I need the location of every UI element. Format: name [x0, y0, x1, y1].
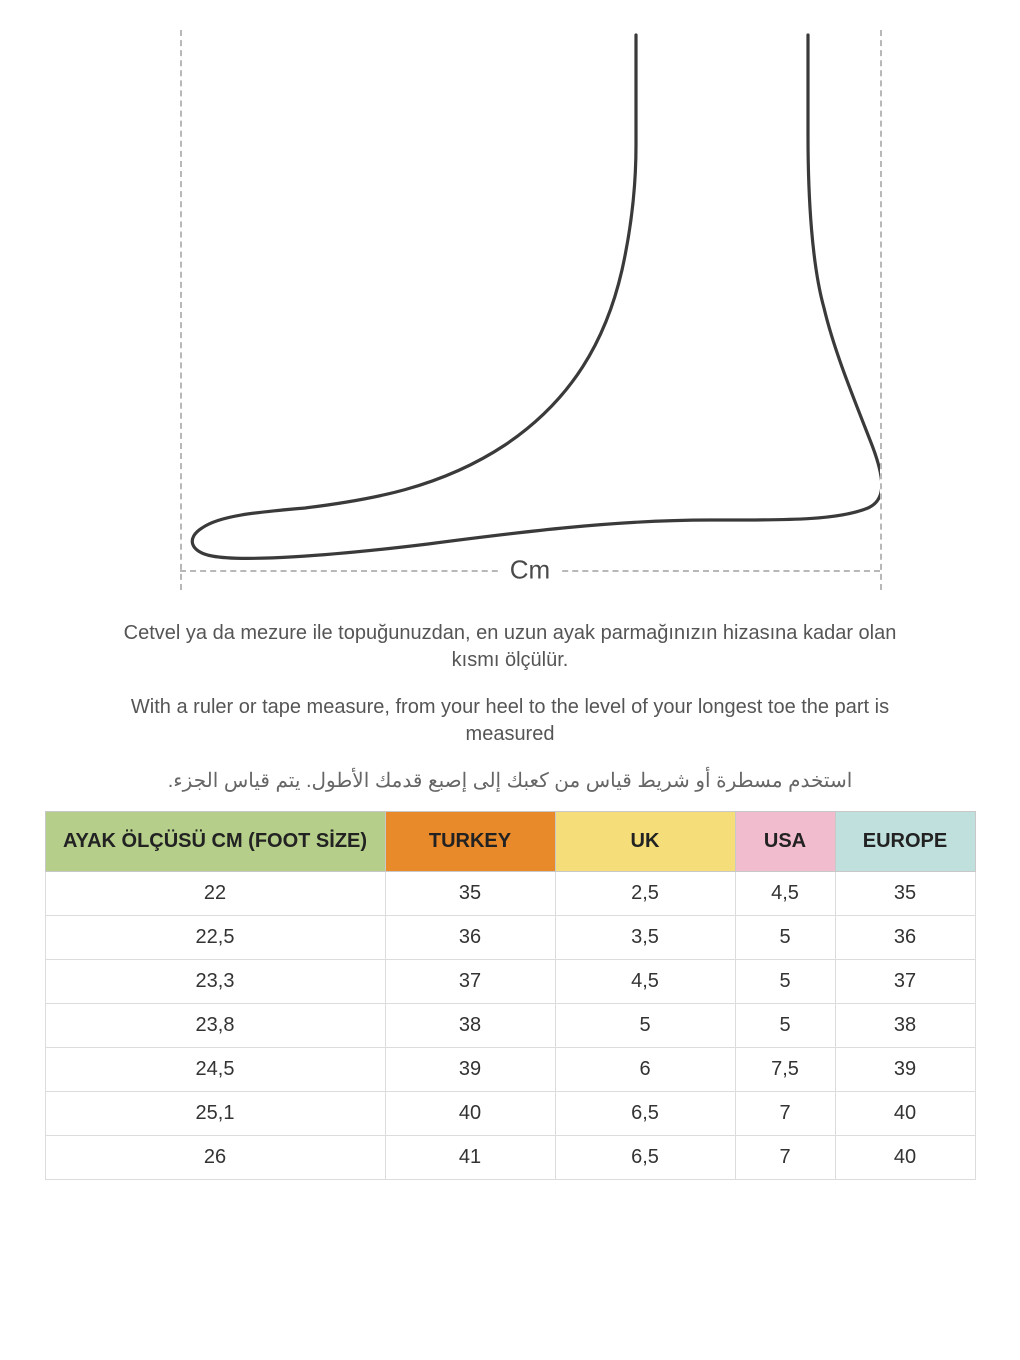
size-chart-table: AYAK ÖLÇÜSÜ CM (FOOT SİZE) TURKEY UK USA…: [45, 811, 976, 1180]
cell-foot: 23,3: [45, 960, 385, 1004]
col-header-turkey: TURKEY: [385, 812, 555, 872]
cell-turkey: 37: [385, 960, 555, 1004]
cell-foot: 22: [45, 872, 385, 916]
col-header-usa: USA: [735, 812, 835, 872]
foot-diagram-region: Cm: [100, 30, 920, 590]
cm-label: Cm: [500, 555, 560, 586]
cell-uk: 2,5: [555, 872, 735, 916]
col-header-europe: EUROPE: [835, 812, 975, 872]
cell-turkey: 36: [385, 916, 555, 960]
cell-europe: 37: [835, 960, 975, 1004]
cell-foot: 25,1: [45, 1092, 385, 1136]
cell-usa: 5: [735, 916, 835, 960]
cell-foot: 23,8: [45, 1004, 385, 1048]
table-row: 24,53967,539: [45, 1048, 975, 1092]
col-header-uk: UK: [555, 812, 735, 872]
table-row: 23,8385538: [45, 1004, 975, 1048]
instruction-turkish: Cetvel ya da mezure ile topuğunuzdan, en…: [120, 620, 900, 674]
table-row: 22,5363,5536: [45, 916, 975, 960]
cell-europe: 38: [835, 1004, 975, 1048]
cell-uk: 3,5: [555, 916, 735, 960]
cell-foot: 24,5: [45, 1048, 385, 1092]
cell-turkey: 38: [385, 1004, 555, 1048]
cell-uk: 4,5: [555, 960, 735, 1004]
cell-usa: 4,5: [735, 872, 835, 916]
cell-uk: 6: [555, 1048, 735, 1092]
cell-turkey: 39: [385, 1048, 555, 1092]
cell-usa: 5: [735, 960, 835, 1004]
table-header: AYAK ÖLÇÜSÜ CM (FOOT SİZE) TURKEY UK USA…: [45, 812, 975, 872]
right-guide-line: [880, 30, 882, 590]
cell-uk: 5: [555, 1004, 735, 1048]
cell-turkey: 35: [385, 872, 555, 916]
table-row: 26416,5740: [45, 1136, 975, 1180]
cell-uk: 6,5: [555, 1136, 735, 1180]
cell-europe: 39: [835, 1048, 975, 1092]
cell-usa: 5: [735, 1004, 835, 1048]
cell-usa: 7: [735, 1092, 835, 1136]
table-body: 22352,54,53522,5363,553623,3374,553723,8…: [45, 872, 975, 1180]
cell-europe: 40: [835, 1092, 975, 1136]
cell-europe: 35: [835, 872, 975, 916]
cell-foot: 26: [45, 1136, 385, 1180]
cell-europe: 40: [835, 1136, 975, 1180]
cell-uk: 6,5: [555, 1092, 735, 1136]
instruction-arabic: استخدم مسطرة أو شريط قياس من كعبك إلى إص…: [120, 768, 900, 793]
cell-foot: 22,5: [45, 916, 385, 960]
foot-diagram: Cm: [180, 30, 880, 590]
table-row: 23,3374,5537: [45, 960, 975, 1004]
col-header-foot: AYAK ÖLÇÜSÜ CM (FOOT SİZE): [45, 812, 385, 872]
foot-outline-icon: [180, 30, 880, 590]
cell-usa: 7,5: [735, 1048, 835, 1092]
instructions-block: Cetvel ya da mezure ile topuğunuzdan, en…: [120, 620, 900, 793]
cell-europe: 36: [835, 916, 975, 960]
table-header-row: AYAK ÖLÇÜSÜ CM (FOOT SİZE) TURKEY UK USA…: [45, 812, 975, 872]
table-row: 25,1406,5740: [45, 1092, 975, 1136]
table-row: 22352,54,535: [45, 872, 975, 916]
cell-usa: 7: [735, 1136, 835, 1180]
instruction-english: With a ruler or tape measure, from your …: [120, 694, 900, 748]
cell-turkey: 40: [385, 1092, 555, 1136]
cell-turkey: 41: [385, 1136, 555, 1180]
